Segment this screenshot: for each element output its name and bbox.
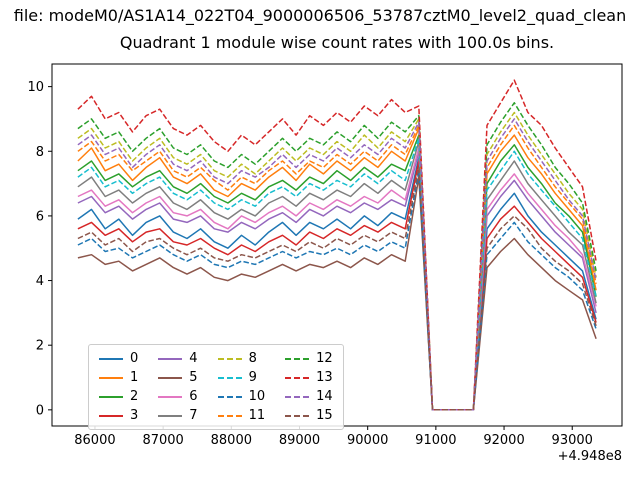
legend-label: 1 [130,370,139,385]
legend-label: 12 [316,351,333,366]
legend-line-sample [217,357,242,360]
legend-line-sample [158,376,183,379]
series-line-5 [77,176,597,411]
axes-title: Quadrant 1 module wise count rates with … [119,33,555,52]
x-tick-label: 93000 [552,433,593,448]
y-tick-label: 2 [36,339,44,354]
legend-item-12: 12 [285,350,333,367]
legend-item-11: 11 [217,407,266,424]
legend-item-2: 2 [99,388,138,405]
x-axis-offset-label: +4.948e8 [558,449,622,464]
legend-line-sample [99,376,123,379]
series-line-4 [77,150,597,411]
series-line-12 [77,102,597,411]
legend-line-sample [99,414,123,417]
legend-item-0: 0 [99,350,138,367]
legend-item-6: 6 [158,388,198,405]
legend-item-15: 15 [285,407,333,424]
legend-label: 5 [189,370,198,385]
series-line-15 [77,166,597,411]
legend-line-sample [99,395,123,398]
legend-line-sample [158,357,183,360]
series-line-11 [77,124,597,411]
legend-line-sample [158,414,183,417]
y-tick-label: 8 [36,145,44,160]
series-group [77,79,597,411]
series-line-1 [77,127,597,411]
x-tick-label: 91000 [415,433,456,448]
figure-suptitle: file: modeM0/AS1A14_022T04_9000006506_53… [13,6,627,25]
series-line-7 [77,140,597,411]
series-line-10 [77,169,597,411]
legend-line-sample [285,395,310,398]
x-tick-label: 86000 [74,433,115,448]
legend-label: 7 [189,408,198,423]
legend-item-9: 9 [217,369,266,386]
legend-label: 15 [316,408,333,423]
series-line-0 [77,156,597,411]
series-line-14 [77,118,597,411]
legend-item-7: 7 [158,407,198,424]
y-tick-label: 4 [36,274,44,289]
series-line-9 [77,137,597,411]
legend: 0 1 2 3 4 5 6 7 8 9 10 11 12 13 14 15 [88,344,344,430]
legend-label: 10 [248,389,266,404]
legend-label: 2 [130,389,139,404]
legend-line-sample [217,414,242,417]
y-tick-label: 0 [36,403,44,418]
legend-label: 13 [316,370,333,385]
legend-line-sample [285,376,310,379]
legend-item-10: 10 [217,388,266,405]
x-tick-label: 92000 [483,433,524,448]
legend-line-sample [217,395,242,398]
legend-line-sample [158,395,183,398]
legend-label: 0 [130,351,139,366]
series-line-6 [77,147,597,411]
series-line-8 [77,111,597,411]
series-line-2 [77,134,597,411]
legend-item-3: 3 [99,407,138,424]
legend-label: 11 [248,408,266,423]
y-tick-label: 10 [27,80,44,95]
legend-label: 9 [248,370,257,385]
legend-label: 3 [130,408,139,423]
legend-item-5: 5 [158,369,198,386]
x-tick-label: 87000 [142,433,183,448]
legend-line-sample [217,376,242,379]
legend-item-8: 8 [217,350,266,367]
legend-label: 8 [248,351,257,366]
legend-item-1: 1 [99,369,138,386]
legend-line-sample [99,357,123,360]
x-tick-label: 88000 [211,433,252,448]
legend-line-sample [285,414,310,417]
series-line-13 [77,79,597,411]
x-tick-label: 89000 [279,433,320,448]
legend-line-sample [285,357,310,360]
legend-item-4: 4 [158,350,198,367]
legend-item-14: 14 [285,388,333,405]
legend-item-13: 13 [285,369,333,386]
x-tick-label: 90000 [347,433,388,448]
legend-label: 4 [189,351,198,366]
series-line-3 [77,160,597,411]
legend-label: 6 [189,389,198,404]
legend-label: 14 [316,389,333,404]
y-tick-label: 6 [36,209,44,224]
